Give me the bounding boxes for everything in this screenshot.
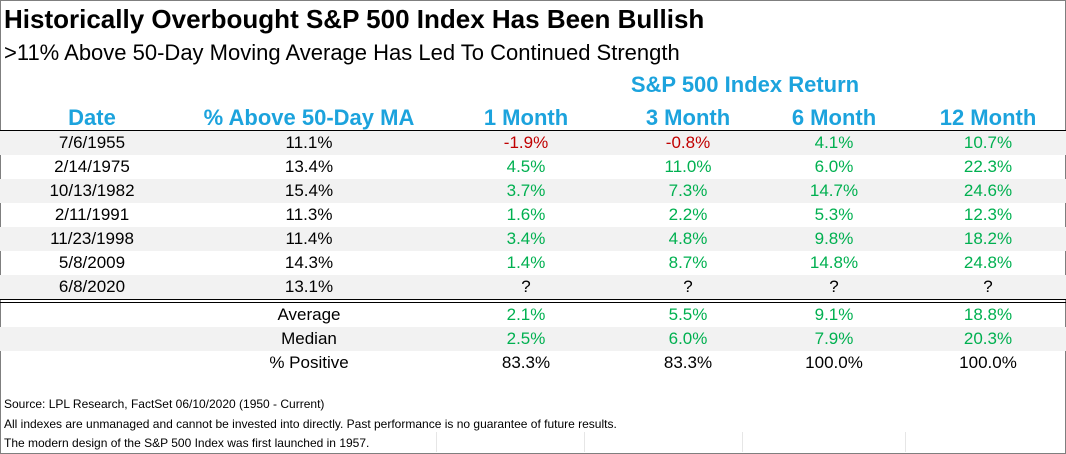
- cell-12-month: 18.2%: [963, 229, 1013, 248]
- cell-3-month: -0.8%: [665, 133, 711, 152]
- cell-12-month: 24.8%: [963, 253, 1013, 272]
- cell-3-month: 8.7%: [668, 253, 708, 272]
- cell-6-month: 5.3%: [814, 205, 854, 224]
- summary-label: Average: [277, 305, 341, 324]
- column-header-12-month: 12 Month: [939, 105, 1037, 130]
- cell-1-month: 1.6%: [506, 205, 546, 224]
- summary-12-month: 100.0%: [959, 353, 1017, 372]
- table-row: 11/23/1998 11.4% 3.4% 4.8% 9.8% 18.2%: [0, 227, 1066, 251]
- summary-1-month: 2.1%: [506, 305, 546, 324]
- table-row: 7/6/1955 11.1% -1.9% -0.8% 4.1% 10.7%: [0, 131, 1066, 155]
- cell-date: 2/14/1975: [54, 157, 130, 176]
- cell-above-ma: 13.1%: [284, 277, 334, 296]
- summary-6-month: 100.0%: [805, 353, 863, 372]
- summary-3-month: 5.5%: [668, 305, 708, 324]
- summary-row: Median 2.5% 6.0% 7.9% 20.3%: [0, 327, 1066, 351]
- cell-above-ma: 15.4%: [284, 181, 334, 200]
- table-row: 5/8/2009 14.3% 1.4% 8.7% 14.8% 24.8%: [0, 251, 1066, 275]
- cell-3-month: 4.8%: [668, 229, 708, 248]
- cell-6-month: 4.1%: [814, 133, 854, 152]
- cell-above-ma: 11.1%: [285, 133, 333, 152]
- column-header-1-month: 1 Month: [483, 105, 569, 130]
- cell-6-month: 6.0%: [814, 157, 854, 176]
- summary-6-month: 7.9%: [814, 329, 854, 348]
- cell-date: 5/8/2009: [58, 253, 126, 272]
- cell-1-month: 3.4%: [506, 229, 546, 248]
- gridline: [905, 432, 906, 452]
- header-rule: [0, 130, 1066, 131]
- cell-above-ma: 13.4%: [284, 157, 334, 176]
- cell-1-month: -1.9%: [503, 133, 549, 152]
- chart-subtitle: >11% Above 50-Day Moving Average Has Led…: [4, 40, 680, 65]
- cell-12-month: 10.7%: [963, 133, 1013, 152]
- gridline: [436, 432, 437, 452]
- cell-date: 11/23/1998: [50, 229, 134, 248]
- cell-3-month: ?: [683, 277, 693, 296]
- cell-6-month: ?: [829, 277, 839, 296]
- table-row: 2/11/1991 11.3% 1.6% 2.2% 5.3% 12.3%: [0, 203, 1066, 227]
- column-header-3-month: 3 Month: [645, 105, 731, 130]
- table-row: 2/14/1975 13.4% 4.5% 11.0% 6.0% 22.3%: [0, 155, 1066, 179]
- cell-6-month: 9.8%: [814, 229, 854, 248]
- cell-date: 7/6/1955: [58, 133, 126, 152]
- summary-1-month: 2.5%: [506, 329, 546, 348]
- cell-3-month: 2.2%: [668, 205, 708, 224]
- cell-date: 2/11/1991: [54, 205, 130, 224]
- cell-3-month: 7.3%: [668, 181, 708, 200]
- chart-title: Historically Overbought S&P 500 Index Ha…: [4, 4, 705, 34]
- table-row: 6/8/2020 13.1%????: [0, 275, 1066, 299]
- group-header-index-return: S&P 500 Index Return: [630, 72, 860, 97]
- column-header-date: Date: [68, 105, 116, 130]
- gridline: [584, 432, 585, 452]
- summary-3-month: 6.0%: [668, 329, 708, 348]
- cell-12-month: ?: [983, 277, 993, 296]
- cell-above-ma: 14.3%: [284, 253, 334, 272]
- cell-12-month: 24.6%: [963, 181, 1013, 200]
- summary-divider: [0, 299, 1066, 303]
- summary-12-month: 18.8%: [963, 305, 1013, 324]
- cell-date: 6/8/2020: [58, 277, 126, 296]
- summary-1-month: 83.3%: [501, 353, 551, 372]
- summary-row: Average 2.1% 5.5% 9.1% 18.8%: [0, 303, 1066, 327]
- column-header-6-month: 6 Month: [791, 105, 877, 130]
- footnote: The modern design of the S&P 500 Index w…: [4, 436, 370, 450]
- cell-date: 10/13/1982: [49, 181, 135, 200]
- cell-above-ma: 11.4%: [285, 229, 333, 248]
- footnote: Source: LPL Research, FactSet 06/10/2020…: [4, 397, 325, 411]
- table-row: 10/13/1982 15.4% 3.7% 7.3% 14.7% 24.6%: [0, 179, 1066, 203]
- summary-6-month: 9.1%: [814, 305, 854, 324]
- cell-6-month: 14.7%: [809, 181, 859, 200]
- cell-1-month: 3.7%: [506, 181, 546, 200]
- column-header-above-ma: % Above 50-Day MA: [203, 105, 415, 130]
- gridline: [742, 432, 743, 452]
- cell-1-month: 1.4%: [506, 253, 546, 272]
- cell-12-month: 12.3%: [963, 205, 1013, 224]
- summary-row: % Positive 83.3% 83.3% 100.0% 100.0%: [0, 351, 1066, 375]
- cell-1-month: 4.5%: [506, 157, 546, 176]
- footnote: All indexes are unmanaged and cannot be …: [4, 417, 617, 431]
- cell-above-ma: 11.3%: [285, 205, 333, 224]
- summary-label: % Positive: [269, 353, 349, 372]
- summary-3-month: 83.3%: [663, 353, 713, 372]
- cell-12-month: 22.3%: [963, 157, 1013, 176]
- cell-1-month: ?: [521, 277, 531, 296]
- summary-12-month: 20.3%: [963, 329, 1013, 348]
- summary-label: Median: [281, 329, 337, 348]
- cell-3-month: 11.0%: [664, 157, 712, 176]
- cell-6-month: 14.8%: [809, 253, 859, 272]
